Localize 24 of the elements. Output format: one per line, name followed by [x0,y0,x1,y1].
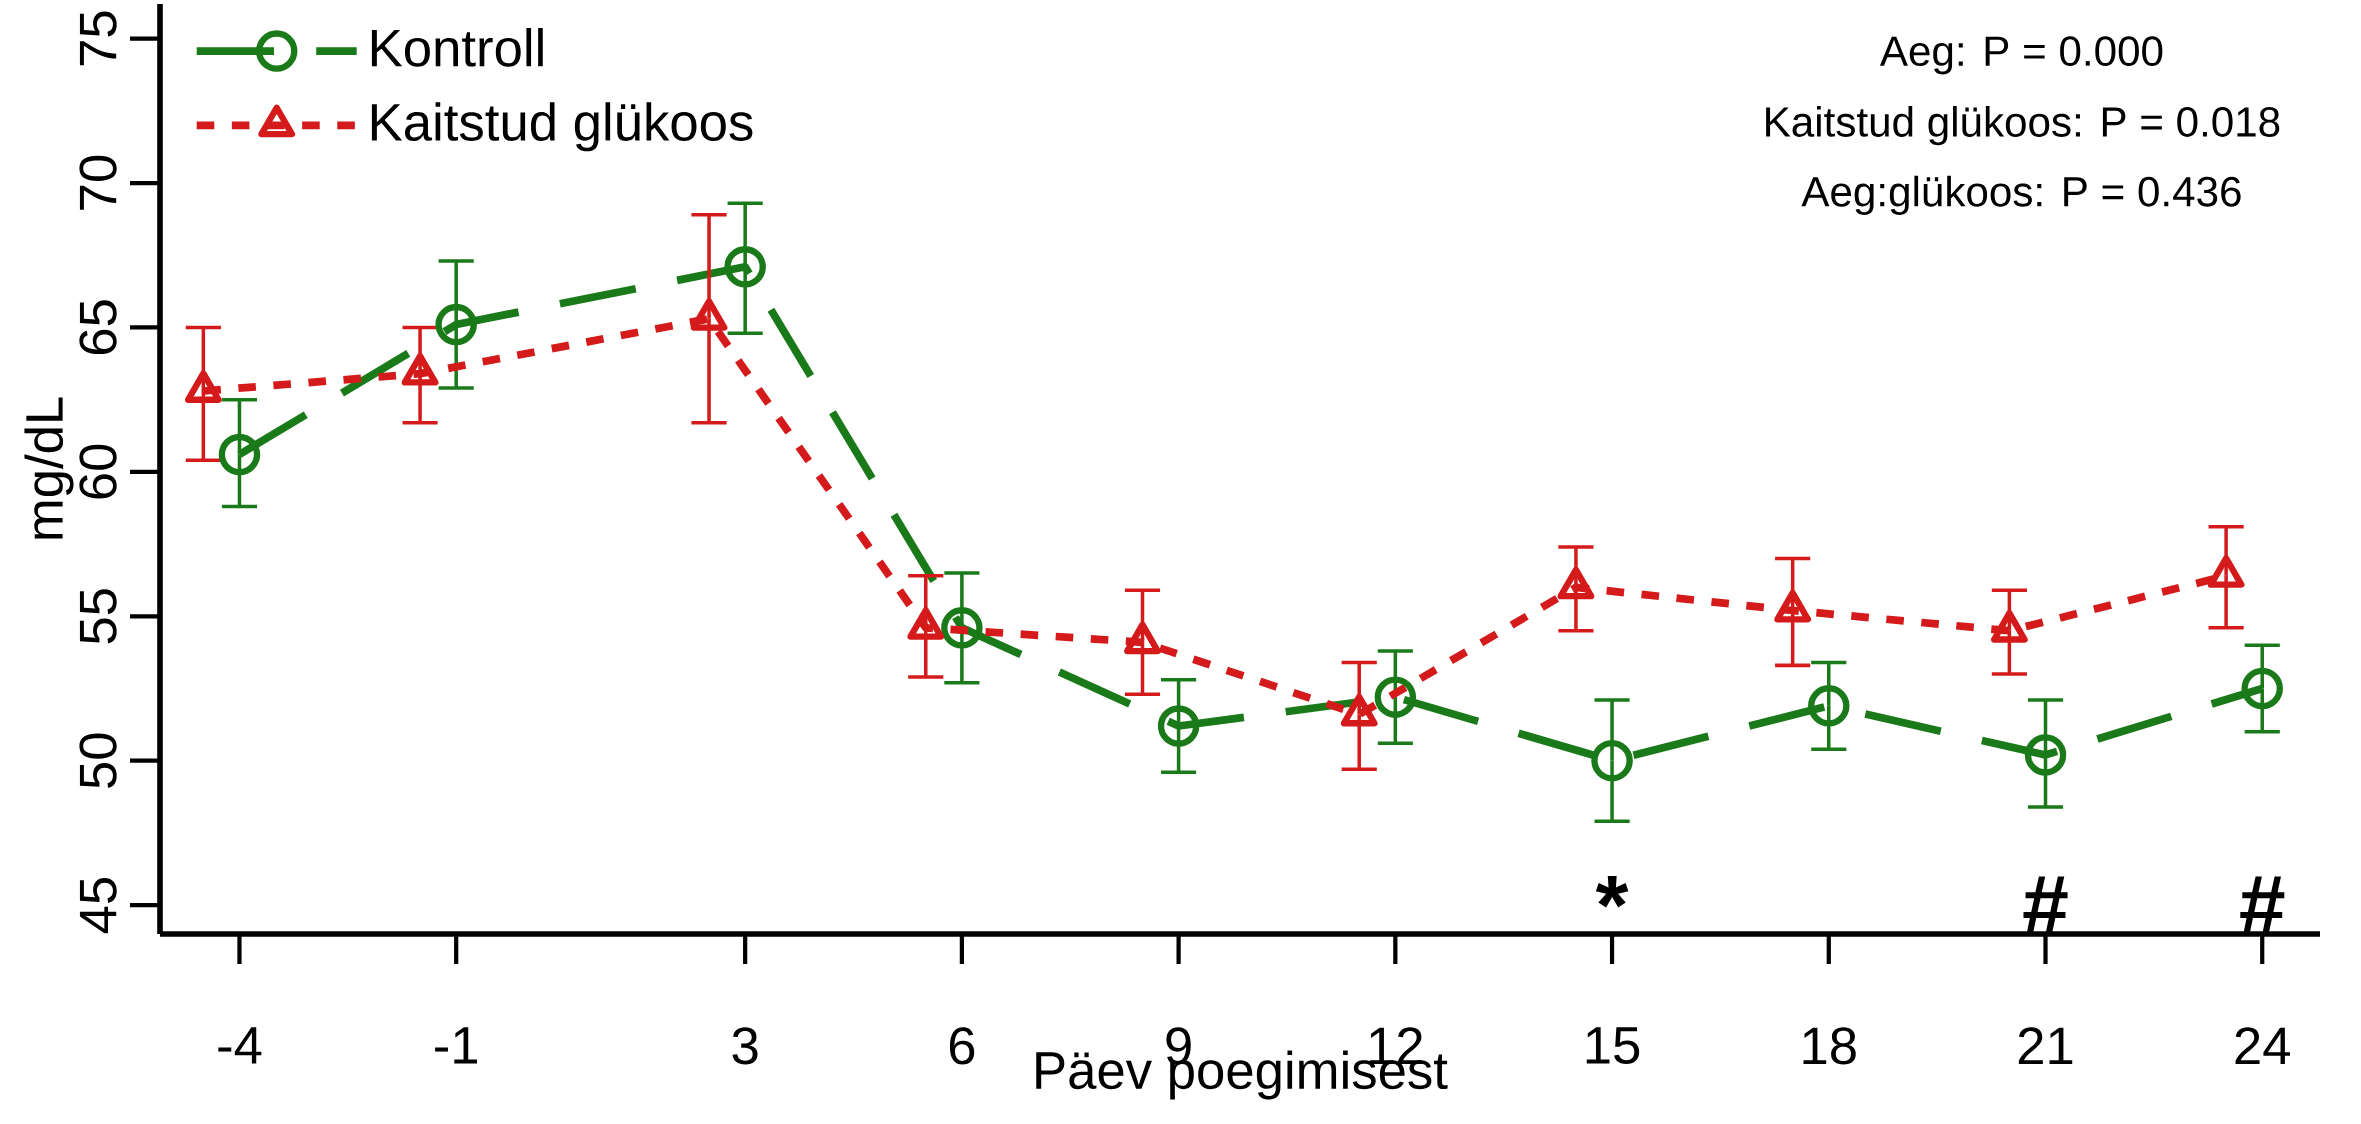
x-tick-label: 3 [732,1027,758,1065]
y-tick-label: 75 [79,11,117,66]
annotation: Aeg:glükoos: P = 0.436 [1801,175,2241,216]
legend-label: Kontroll [371,28,543,67]
y-tick-label: 65 [79,300,117,355]
x-tick-label: 15 [1586,1027,1640,1065]
y-tick-label: 60 [79,444,117,499]
annotation: Aeg: P = 0.000 [1879,36,2163,75]
x-tick-label: 21 [2018,1027,2073,1065]
y-tick-label: 55 [79,589,117,644]
annotation: * [1595,876,1629,908]
y-tick-label: 45 [79,877,117,934]
y-tick-label: 50 [79,733,117,788]
x-tick-label: -1 [435,1027,478,1064]
annotation: # [2240,876,2285,934]
annotation: Kaitstud glükoos: P = 0.018 [1766,105,2280,146]
y-axis-title: mg/dL [24,397,74,539]
legend-label: Kaitstud glükoos [371,102,753,152]
y-tick-label: 70 [79,155,117,210]
x-tick-label: 6 [949,1027,975,1065]
x-tick-label: 18 [1803,1027,1856,1065]
x-tick-label: 24 [2235,1027,2291,1065]
annotation: # [2023,876,2068,934]
x-tick-label: -4 [218,1027,262,1064]
